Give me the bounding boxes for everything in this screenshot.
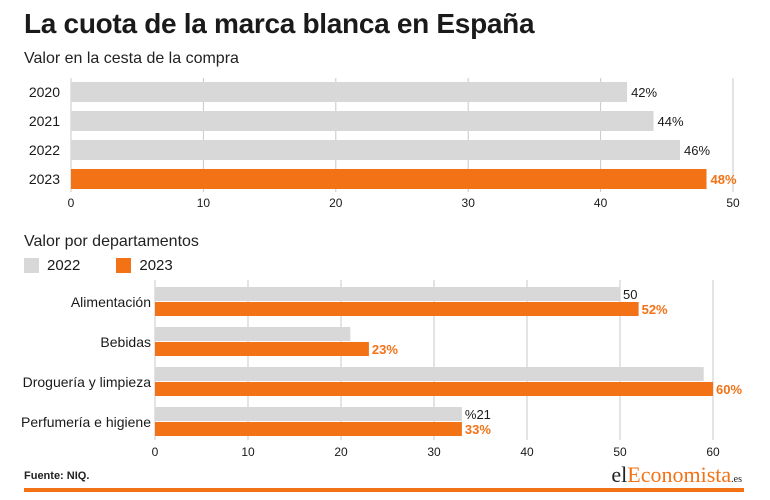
- bar: [155, 327, 351, 341]
- bar: [155, 342, 369, 356]
- x-tick-label: 20: [329, 196, 343, 210]
- category-label: 2022: [29, 142, 60, 158]
- bar: [155, 287, 620, 301]
- data-label: %21: [465, 407, 491, 422]
- category-label: 2023: [29, 171, 60, 187]
- category-label: 2021: [29, 113, 60, 129]
- category-label: Perfumería e higiene: [21, 414, 151, 430]
- x-tick-label: 40: [520, 445, 534, 459]
- logo-suffix: .es: [731, 474, 742, 485]
- data-label: 44%: [658, 114, 684, 129]
- bar: [155, 367, 704, 381]
- eleconomista-logo: elEconomista.es: [611, 462, 742, 488]
- chart2-title: Valor por departamentos: [24, 233, 199, 250]
- legend-swatch-2022: [24, 258, 39, 273]
- data-label: 60%: [716, 382, 742, 397]
- x-tick-label: 0: [68, 196, 75, 210]
- bar: [71, 82, 628, 102]
- x-tick-label: 20: [334, 445, 348, 459]
- bar: [155, 422, 462, 436]
- data-label: 50: [623, 287, 637, 302]
- x-tick-label: 10: [241, 445, 255, 459]
- bar: [155, 407, 462, 421]
- bar: [155, 302, 639, 316]
- x-tick-label: 40: [594, 196, 608, 210]
- bottom-accent-bar: [24, 488, 744, 492]
- logo-part1: el: [611, 462, 628, 487]
- data-label: 42%: [631, 85, 657, 100]
- x-tick-label: 30: [462, 196, 476, 210]
- departamentos-bar-chart: 0 10 20 30 40 50 60 Alimentación 50 52% Bebidas 23%…: [21, 280, 742, 459]
- category-label: 2020: [29, 84, 60, 100]
- data-label: 23%: [372, 342, 398, 357]
- bar: [71, 111, 654, 131]
- chart1-title: Valor en la cesta de la compra: [24, 50, 239, 67]
- source-note: Fuente: NIQ.: [24, 470, 90, 482]
- x-tick-label: 50: [613, 445, 627, 459]
- chart2-legend: 2022 2023: [24, 257, 209, 274]
- category-label: Droguería y limpieza: [23, 374, 152, 390]
- x-tick-label: 60: [706, 445, 720, 459]
- page-title: La cuota de la marca blanca en España: [24, 8, 535, 39]
- x-tick-label: 0: [152, 445, 159, 459]
- cesta-bar-chart: 0 10 20 30 40 50 2020 42% 2021 44% 2022 46% 2023 48%: [29, 78, 740, 210]
- legend-label-2023: 2023: [139, 257, 173, 274]
- data-label: 46%: [684, 143, 710, 158]
- legend-item-2022: 2022: [24, 257, 80, 274]
- legend-item-2023: 2023: [116, 257, 173, 274]
- data-label: 52%: [642, 302, 668, 317]
- bar: [71, 169, 707, 189]
- legend-swatch-2023: [116, 258, 132, 273]
- x-tick-label: 10: [197, 196, 211, 210]
- bar: [155, 382, 713, 396]
- logo-part2: Economista: [627, 462, 732, 487]
- bar: [71, 140, 681, 160]
- x-tick-label: 50: [726, 196, 740, 210]
- x-tick-label: 30: [427, 445, 441, 459]
- legend-label-2022: 2022: [47, 257, 81, 274]
- data-label: 48%: [711, 172, 737, 187]
- category-label: Alimentación: [71, 294, 151, 310]
- data-label: 33%: [465, 422, 491, 437]
- category-label: Bebidas: [100, 334, 151, 350]
